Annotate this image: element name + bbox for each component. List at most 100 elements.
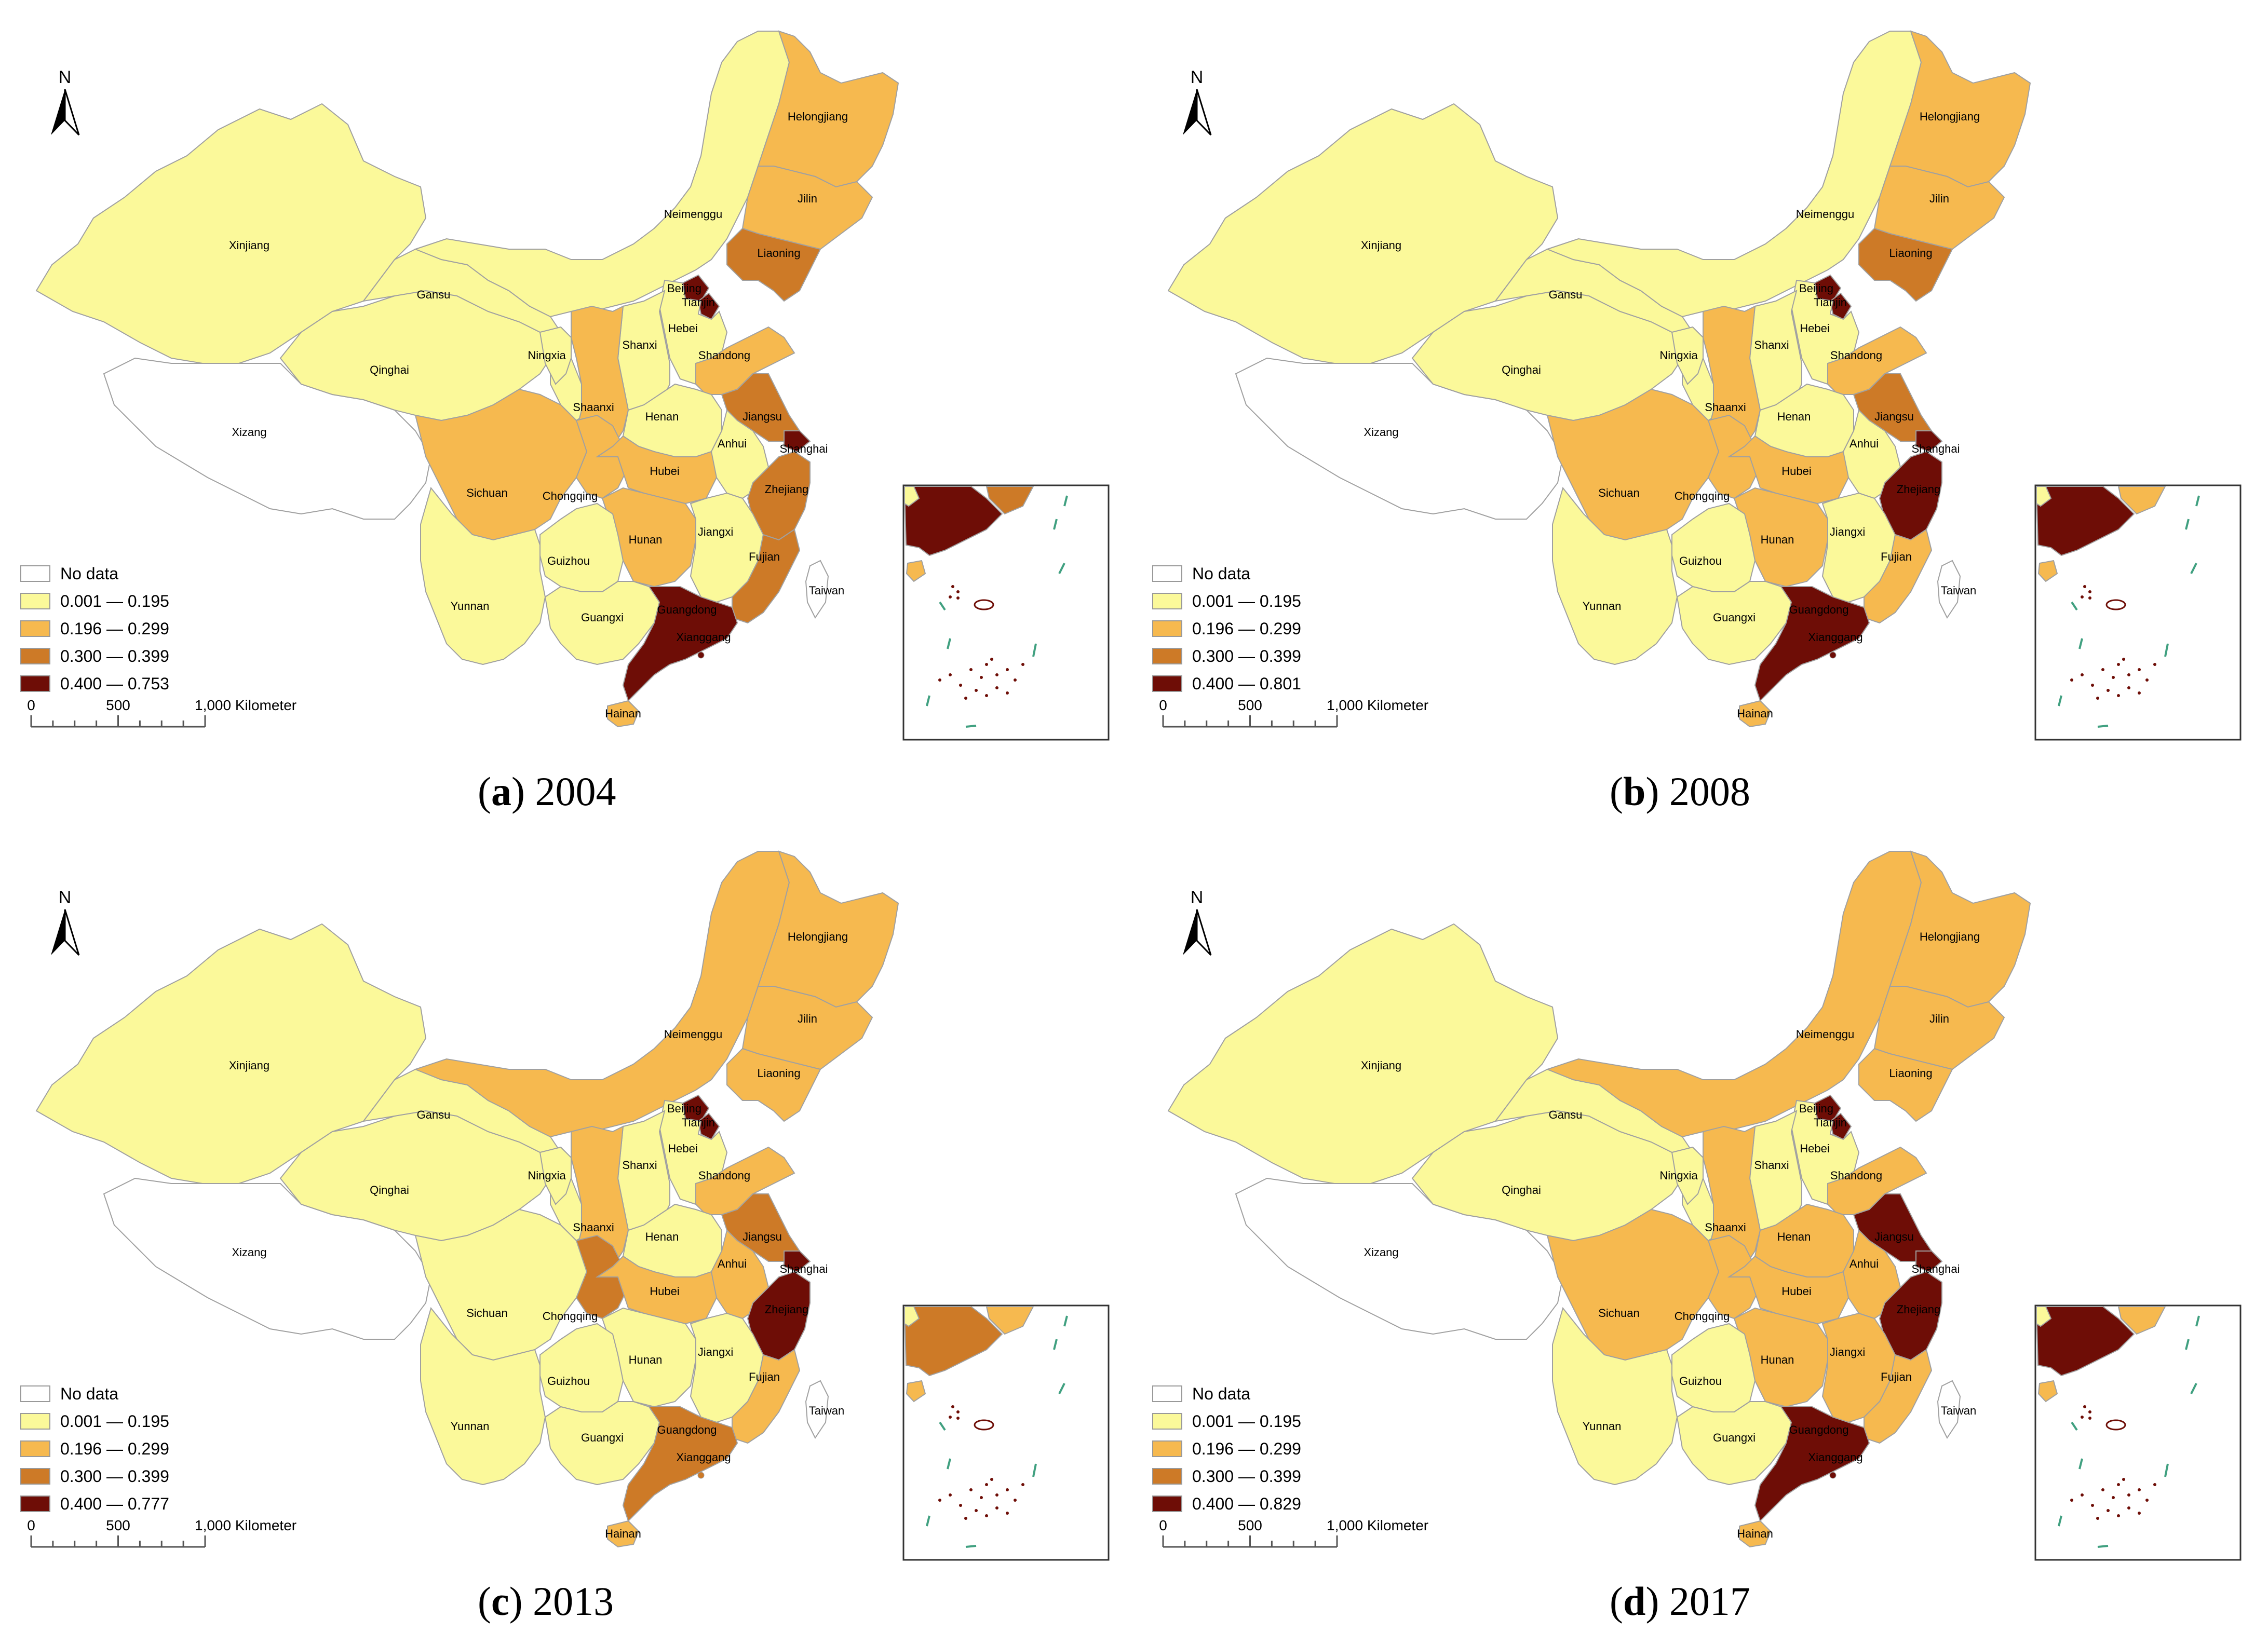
province-taiwan bbox=[805, 560, 829, 619]
label-hunan: Hunan bbox=[1761, 533, 1794, 546]
label-zhejiang: Zhejiang bbox=[765, 1303, 808, 1316]
caption-a: (a) 2004 bbox=[478, 769, 616, 814]
label-gansu: Gansu bbox=[417, 288, 451, 301]
province-shanghai bbox=[784, 1250, 811, 1273]
label-henan: Henan bbox=[1777, 1230, 1811, 1243]
label-anhui: Anhui bbox=[718, 437, 747, 450]
legend-swatch bbox=[20, 648, 50, 664]
label-heilongjiang: Helongjiang bbox=[1920, 930, 1980, 943]
scale-tick-label: 500 bbox=[106, 697, 130, 713]
label-xizang: Xizang bbox=[1364, 1246, 1398, 1259]
province-shanghai bbox=[1915, 430, 1943, 453]
label-neimenggu: Neimenggu bbox=[664, 208, 723, 221]
scale-tick-label: 0 bbox=[1159, 697, 1167, 713]
province-qinghai bbox=[1411, 1110, 1683, 1242]
province-taiwan bbox=[1937, 1380, 1961, 1439]
province-tianjin bbox=[697, 292, 720, 320]
legend-label: 0.196 — 0.299 bbox=[1192, 619, 1301, 638]
scale-tick-label: 1,000 Kilometer bbox=[195, 697, 296, 713]
north-arrow-icon: N bbox=[1183, 888, 1212, 956]
province-taiwan bbox=[1937, 560, 1961, 619]
label-shandong: Shandong bbox=[1830, 349, 1882, 362]
province-shanghai bbox=[1915, 1250, 1943, 1273]
scale-tick-label: 1,000 Kilometer bbox=[1327, 1517, 1428, 1533]
province-xinjiang bbox=[1167, 923, 1559, 1184]
legend: No data 0.001 — 0.195 0.196 — 0.299 0.300 —… bbox=[1152, 1384, 1301, 1513]
legend-label: 0.400 — 0.801 bbox=[1192, 674, 1301, 693]
legend-swatch bbox=[1152, 648, 1182, 664]
legend-swatch bbox=[20, 593, 50, 609]
label-shandong: Shandong bbox=[1830, 1169, 1882, 1182]
label-fujian: Fujian bbox=[749, 1370, 780, 1383]
label-zhejiang: Zhejiang bbox=[765, 483, 808, 496]
label-chongqing: Chongqing bbox=[1675, 1310, 1730, 1323]
label-neimenggu: Neimenggu bbox=[1796, 1028, 1855, 1041]
label-taiwan: Taiwan bbox=[809, 584, 844, 597]
label-yunnan: Yunnan bbox=[1583, 1420, 1622, 1433]
label-yunnan: Yunnan bbox=[451, 600, 490, 613]
label-xianggang: Xianggang bbox=[1808, 1451, 1862, 1464]
province-qinghai bbox=[1411, 290, 1683, 422]
label-jiangxi: Jiangxi bbox=[1830, 525, 1865, 538]
province-ningxia bbox=[1671, 326, 1704, 385]
province-guizhou bbox=[539, 502, 624, 592]
label-hainan: Hainan bbox=[605, 707, 641, 720]
label-guangxi: Guangxi bbox=[1713, 1431, 1756, 1444]
label-guangxi: Guangxi bbox=[581, 611, 624, 624]
legend-swatch bbox=[20, 1413, 50, 1430]
province-hainan bbox=[607, 1520, 640, 1548]
label-anhui: Anhui bbox=[718, 1257, 747, 1270]
province-xinjiang bbox=[1167, 103, 1559, 364]
province-tianjin bbox=[1829, 1112, 1852, 1140]
province-hainan bbox=[607, 700, 640, 728]
province-xianggang bbox=[697, 651, 705, 659]
label-jiangsu: Jiangsu bbox=[1874, 1230, 1914, 1243]
map-panel-2017: Xinjiang Xizang Qinghai Gansu Neimenggu Helon… bbox=[1132, 820, 2264, 1640]
province-hubei bbox=[595, 1255, 718, 1325]
province-yunnan bbox=[1552, 1307, 1678, 1486]
map-panel-2004: Xinjiang Xizang Qinghai Gansu Neimenggu Helon… bbox=[0, 0, 1132, 820]
legend-label: No data bbox=[1192, 1384, 1250, 1403]
province-hubei bbox=[1727, 1255, 1850, 1325]
label-xinjiang: Xinjiang bbox=[229, 1059, 269, 1072]
label-tianjin: Tianjin bbox=[1814, 296, 1847, 309]
scale-bar: 0 500 1,000 Kilometer bbox=[1159, 1517, 1428, 1548]
label-gansu: Gansu bbox=[417, 1108, 451, 1121]
label-henan: Henan bbox=[1777, 410, 1811, 423]
label-fujian: Fujian bbox=[749, 550, 780, 563]
label-qinghai: Qinghai bbox=[370, 363, 409, 376]
legend-label: 0.001 — 0.195 bbox=[60, 1412, 169, 1431]
label-henan: Henan bbox=[645, 1230, 679, 1243]
label-taiwan: Taiwan bbox=[809, 1404, 844, 1417]
label-guangdong: Guangdong bbox=[1789, 1423, 1849, 1436]
legend-label: 0.001 — 0.195 bbox=[1192, 1412, 1301, 1431]
scale-bar: 0 500 1,000 Kilometer bbox=[27, 697, 296, 728]
legend-swatch bbox=[1152, 1385, 1182, 1402]
map-panel-2008: Xinjiang Xizang Qinghai Gansu Neimenggu Helon… bbox=[1132, 0, 2264, 820]
label-hainan: Hainan bbox=[1737, 707, 1773, 720]
label-ningxia: Ningxia bbox=[1659, 349, 1698, 362]
label-yunnan: Yunnan bbox=[1583, 600, 1622, 613]
label-guangxi: Guangxi bbox=[1713, 611, 1756, 624]
label-guizhou: Guizhou bbox=[1679, 554, 1722, 567]
legend-label: 0.196 — 0.299 bbox=[1192, 1439, 1301, 1458]
label-liaoning: Liaoning bbox=[757, 1067, 800, 1080]
label-qinghai: Qinghai bbox=[370, 1184, 409, 1197]
legend-label: 0.001 — 0.195 bbox=[60, 592, 169, 610]
label-hebei: Hebei bbox=[668, 322, 697, 335]
province-hubei bbox=[1727, 435, 1850, 505]
south-china-sea-inset bbox=[2034, 484, 2242, 741]
scale-tick-label: 500 bbox=[106, 1517, 130, 1533]
label-tianjin: Tianjin bbox=[682, 296, 715, 309]
province-xizang bbox=[103, 357, 432, 520]
label-jiangxi: Jiangxi bbox=[698, 1345, 733, 1358]
label-guangdong: Guangdong bbox=[657, 603, 717, 616]
label-jiangsu: Jiangsu bbox=[743, 410, 782, 423]
label-xizang: Xizang bbox=[232, 426, 266, 439]
legend: No data 0.001 — 0.195 0.196 — 0.299 0.300 —… bbox=[20, 564, 169, 693]
legend-label: 0.300 — 0.399 bbox=[60, 1467, 169, 1486]
map-panel-2013: Xinjiang Xizang Qinghai Gansu Neimenggu Helon… bbox=[0, 820, 1132, 1640]
label-liaoning: Liaoning bbox=[1889, 247, 1932, 260]
province-guizhou bbox=[1671, 1323, 1756, 1412]
legend-swatch bbox=[1152, 1440, 1182, 1457]
